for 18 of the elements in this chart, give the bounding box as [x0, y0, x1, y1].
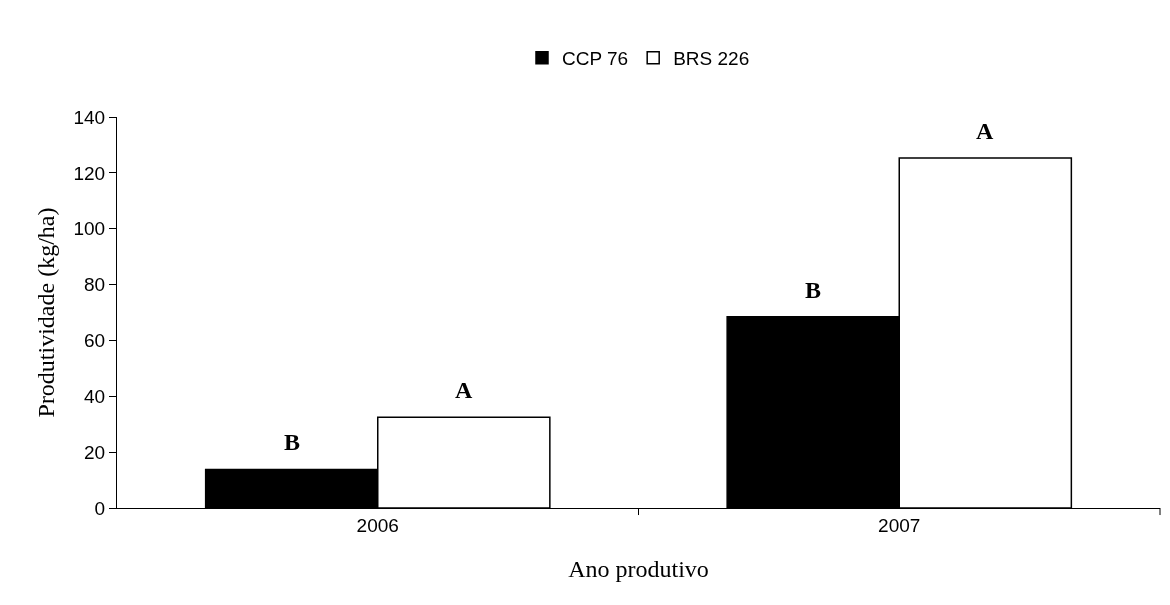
y-tick-label: 120	[73, 162, 106, 184]
y-tick-label: 80	[84, 274, 106, 296]
annotation: A	[455, 377, 473, 403]
annotation: B	[805, 277, 822, 303]
y-tick-label: 0	[94, 497, 106, 519]
annotation: A	[976, 118, 994, 144]
y-tick-label: 40	[84, 385, 106, 407]
annotation: B	[284, 429, 301, 455]
y-tick-label: 20	[84, 441, 106, 463]
y-tick-label: 140	[73, 106, 106, 128]
x-axis-title: Ano produtivo	[568, 556, 709, 583]
y-tick-label: 100	[73, 218, 106, 240]
x-tick-label: 2006	[356, 514, 399, 536]
legend-label: CCP 76	[562, 48, 629, 70]
x-tick-label: 2007	[878, 514, 921, 536]
y-tick-label: 60	[84, 330, 106, 352]
legend-label: BRS 226	[673, 48, 750, 70]
y-axis-title: Produtividade (kg/ha)	[32, 207, 59, 418]
